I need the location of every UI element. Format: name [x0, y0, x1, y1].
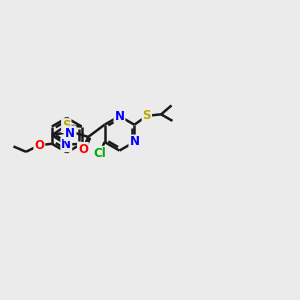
Text: S: S	[142, 109, 151, 122]
Text: O: O	[78, 143, 88, 156]
Text: N: N	[64, 127, 74, 140]
Text: N: N	[61, 138, 71, 151]
Text: N: N	[115, 110, 124, 123]
Text: S: S	[62, 119, 70, 132]
Text: O: O	[34, 139, 44, 152]
Text: Cl: Cl	[94, 147, 106, 160]
Text: H: H	[67, 126, 76, 136]
Text: N: N	[129, 136, 140, 148]
